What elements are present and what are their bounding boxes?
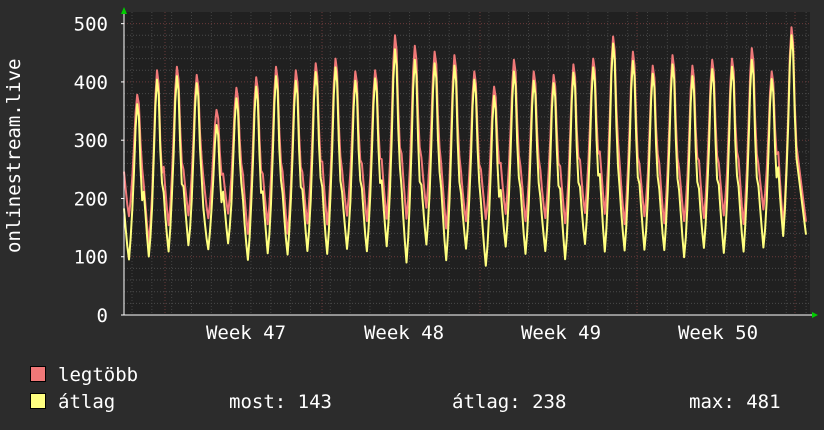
legend-swatch-avg bbox=[30, 393, 46, 409]
x-tick-label: Week 47 bbox=[206, 322, 286, 344]
legend-label-max: legtöbb bbox=[58, 364, 139, 386]
y-tick-label: 400 bbox=[74, 72, 108, 94]
stat-max: max: 481 bbox=[689, 391, 781, 413]
legend-item-avg: átlag bbox=[30, 391, 115, 413]
stat-now: most: 143 bbox=[229, 391, 332, 413]
y-tick-label: 200 bbox=[74, 188, 108, 210]
x-tick-label: Week 49 bbox=[521, 322, 601, 344]
y-tick-label: 100 bbox=[74, 247, 108, 269]
y-tick-label: 500 bbox=[74, 14, 108, 36]
y-axis-label: onlinestream.live bbox=[3, 58, 25, 253]
legend-swatch-max bbox=[30, 366, 46, 382]
series-lines bbox=[123, 26, 807, 267]
series-line-atlag bbox=[123, 34, 807, 267]
legend-item-max: legtöbb bbox=[30, 364, 138, 386]
y-axis: 0 100 200 300 400 500 bbox=[74, 14, 108, 327]
legend-label-avg: átlag bbox=[58, 391, 116, 413]
x-tick-label: Week 50 bbox=[678, 322, 758, 344]
y-axis-arrow bbox=[121, 7, 127, 14]
x-axis: Week 47 Week 48 Week 49 Week 50 bbox=[206, 322, 758, 344]
x-axis-arrow bbox=[812, 312, 818, 318]
series-line-legtobb bbox=[123, 26, 807, 244]
x-tick-label: Week 48 bbox=[364, 322, 444, 344]
y-tick-label: 0 bbox=[97, 305, 108, 327]
axes bbox=[121, 7, 818, 318]
stat-average: átlag: 238 bbox=[452, 391, 567, 413]
y-tick-label: 300 bbox=[74, 130, 108, 152]
